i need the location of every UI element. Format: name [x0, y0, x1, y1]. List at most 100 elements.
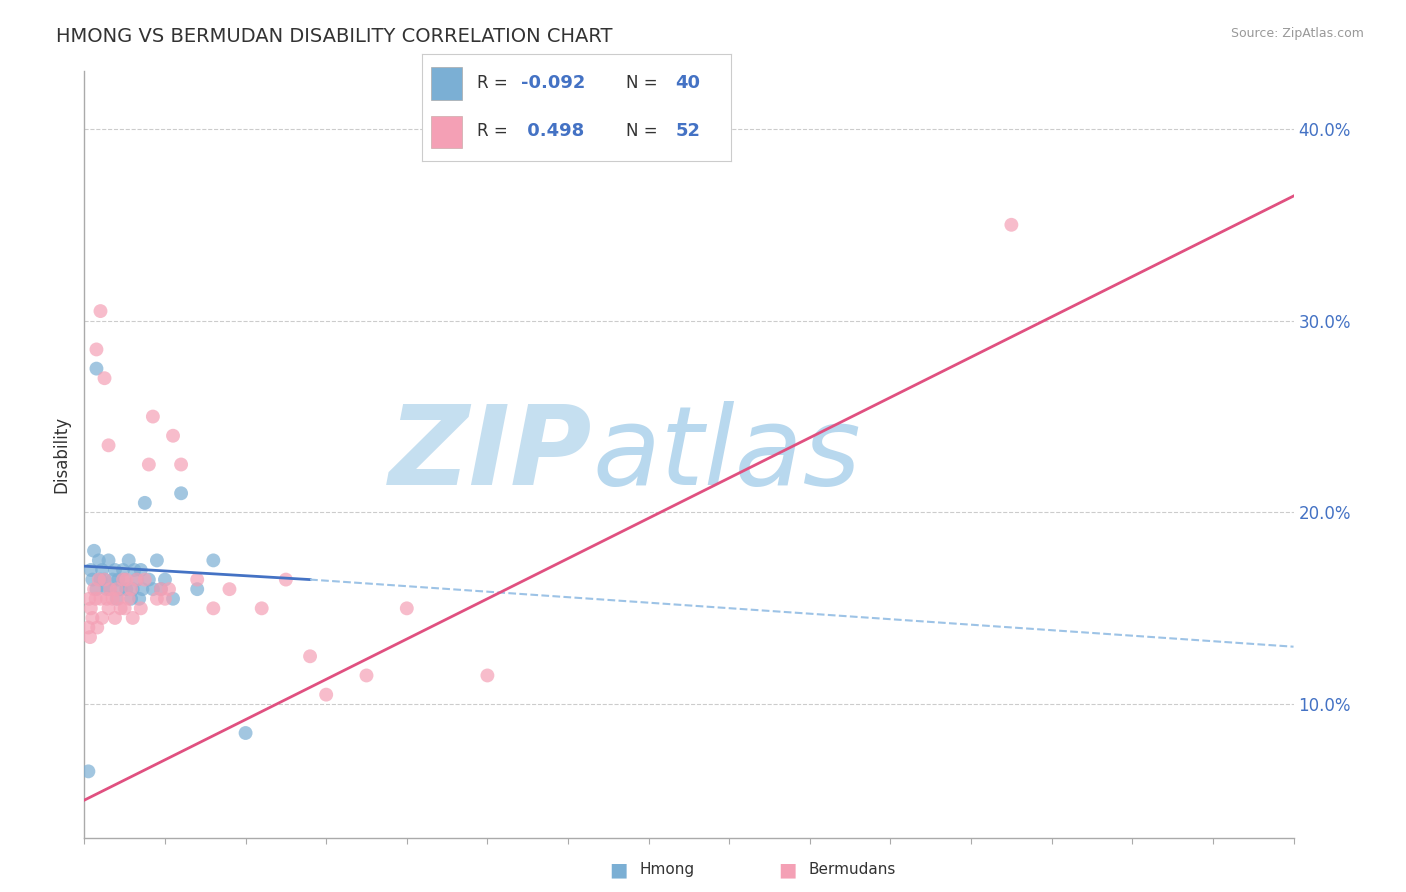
Point: [128, 591, 150, 606]
Point: [186, 573, 208, 587]
Point: [96, 582, 118, 597]
Point: [142, 409, 165, 424]
Point: [153, 591, 176, 606]
Point: [120, 582, 142, 597]
Bar: [432, 116, 463, 148]
Point: [110, 601, 132, 615]
Point: [80, 601, 103, 615]
Point: [77, 764, 100, 779]
Text: N =: N =: [626, 121, 658, 139]
Point: [97, 601, 120, 615]
Text: R =: R =: [478, 75, 508, 93]
Text: R =: R =: [478, 121, 508, 139]
Point: [107, 573, 129, 587]
Point: [105, 591, 128, 606]
Y-axis label: Disability: Disability: [52, 417, 70, 493]
Point: [89, 591, 111, 606]
Text: 0.498: 0.498: [520, 121, 583, 139]
Point: [162, 591, 184, 606]
Point: [118, 553, 141, 567]
Text: ■: ■: [609, 860, 628, 880]
Point: [356, 668, 378, 682]
Point: [124, 563, 146, 577]
Text: 52: 52: [675, 121, 700, 139]
Point: [110, 582, 132, 597]
Point: [107, 591, 129, 606]
Point: [202, 601, 225, 615]
Text: Bermudans: Bermudans: [808, 863, 896, 877]
Text: HMONG VS BERMUDAN DISABILITY CORRELATION CHART: HMONG VS BERMUDAN DISABILITY CORRELATION…: [56, 27, 613, 45]
Point: [112, 563, 135, 577]
Point: [157, 582, 180, 597]
Point: [86, 621, 108, 635]
Point: [114, 573, 136, 587]
Text: atlas: atlas: [592, 401, 860, 508]
Point: [98, 582, 121, 597]
Point: [93, 371, 115, 385]
Point: [121, 582, 143, 597]
Point: [131, 582, 153, 597]
Point: [112, 573, 135, 587]
Text: Hmong: Hmong: [640, 863, 695, 877]
Point: [114, 601, 136, 615]
Point: [170, 486, 193, 500]
Point: [129, 601, 152, 615]
Point: [120, 591, 142, 606]
Bar: [432, 68, 463, 100]
Point: [149, 582, 172, 597]
Point: [86, 343, 108, 357]
Point: [138, 458, 160, 472]
Point: [89, 573, 111, 587]
Point: [138, 573, 160, 587]
Point: [299, 649, 322, 664]
Point: [93, 573, 115, 587]
Point: [218, 582, 240, 597]
Point: [83, 544, 105, 558]
Point: [134, 573, 156, 587]
Point: [87, 573, 110, 587]
Point: [77, 621, 100, 635]
Point: [93, 573, 115, 587]
Point: [146, 553, 169, 567]
Point: [98, 582, 121, 597]
Point: [86, 361, 108, 376]
Point: [121, 611, 143, 625]
Point: [89, 304, 111, 318]
Point: [82, 611, 104, 625]
Text: ■: ■: [778, 860, 797, 880]
Point: [202, 553, 225, 567]
Point: [149, 582, 172, 597]
Point: [134, 496, 156, 510]
Point: [101, 573, 124, 587]
Point: [104, 563, 127, 577]
Point: [274, 573, 297, 587]
Point: [153, 573, 176, 587]
Point: [91, 611, 114, 625]
Point: [315, 688, 337, 702]
Text: N =: N =: [626, 75, 658, 93]
Text: 40: 40: [675, 75, 700, 93]
Point: [80, 563, 103, 577]
Point: [87, 553, 110, 567]
Text: -0.092: -0.092: [520, 75, 585, 93]
Point: [129, 563, 152, 577]
Point: [97, 553, 120, 567]
Point: [170, 458, 193, 472]
Text: ZIP: ZIP: [388, 401, 592, 508]
Point: [395, 601, 418, 615]
Point: [91, 563, 114, 577]
Point: [83, 582, 105, 597]
Text: Source: ZipAtlas.com: Source: ZipAtlas.com: [1230, 27, 1364, 40]
Point: [101, 591, 124, 606]
Point: [115, 573, 138, 587]
Point: [97, 438, 120, 452]
Point: [118, 591, 141, 606]
Point: [115, 582, 138, 597]
Point: [96, 591, 118, 606]
Point: [125, 573, 148, 587]
Point: [84, 591, 107, 606]
Point: [104, 611, 127, 625]
Point: [82, 573, 104, 587]
Point: [86, 582, 108, 597]
Point: [162, 429, 184, 443]
